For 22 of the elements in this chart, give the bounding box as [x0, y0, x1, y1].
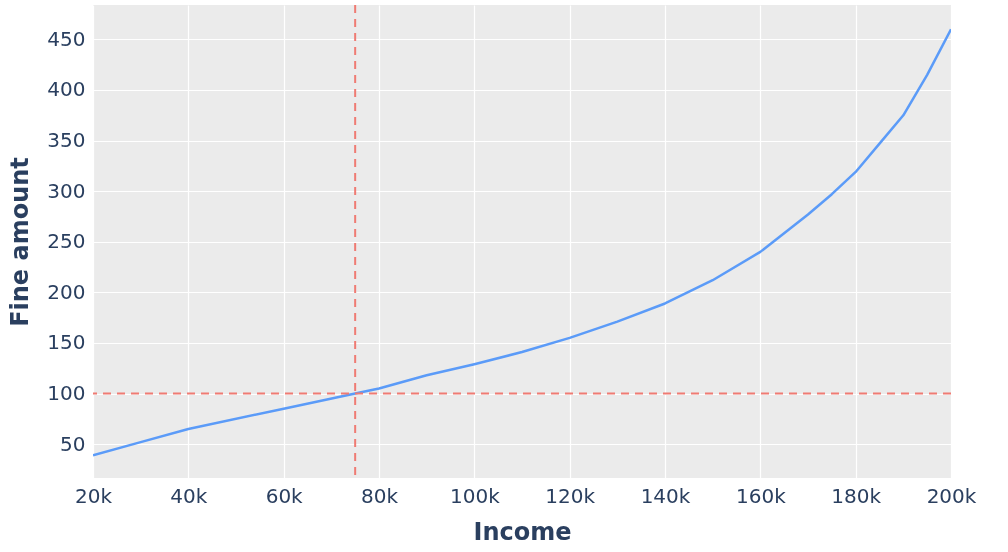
x-tick-label: 180k — [831, 483, 882, 508]
x-axis-title: Income — [473, 517, 572, 546]
y-tick-label: 400 — [47, 77, 86, 102]
y-tick-label: 300 — [47, 178, 86, 203]
y-tick-label: 350 — [47, 128, 86, 153]
x-tick-label: 80k — [360, 483, 399, 508]
y-tick-label: 50 — [60, 431, 86, 456]
y-tick-label: 250 — [47, 229, 86, 254]
y-tick-label: 150 — [47, 330, 86, 355]
x-tick-label: 120k — [545, 483, 596, 508]
line-series — [93, 28, 951, 457]
x-tick-label: 60k — [265, 483, 304, 508]
x-tick-label: 40k — [170, 483, 208, 508]
x-tick-label: 20k — [74, 483, 113, 508]
x-tick-label: 140k — [640, 483, 691, 508]
x-tick-label: 160k — [735, 483, 787, 508]
x-tick-label: 200k — [926, 483, 977, 508]
y-axis-title: Fine amount — [6, 157, 35, 327]
x-tick-label: 100k — [449, 483, 501, 508]
y-tick-label: 200 — [47, 279, 86, 304]
y-tick-label: 100 — [47, 381, 86, 406]
y-tick-label: 450 — [47, 26, 86, 51]
